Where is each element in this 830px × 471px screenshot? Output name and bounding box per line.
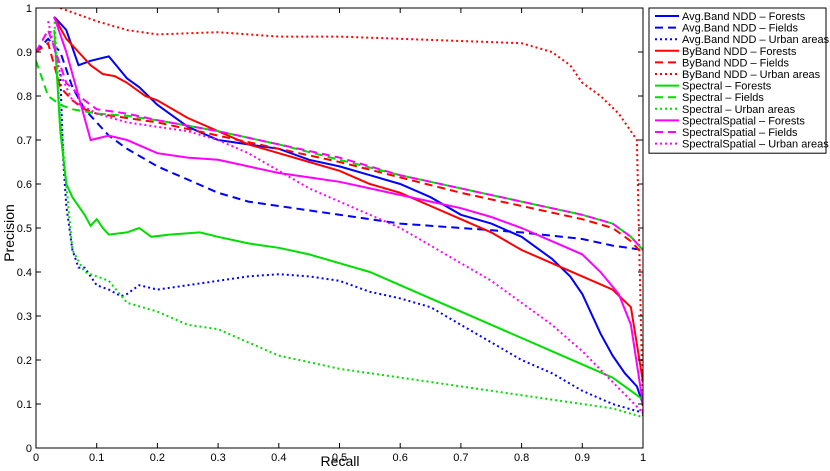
x-tick-label: 0.4 <box>271 452 286 464</box>
x-tick-label: 0.1 <box>89 452 104 464</box>
series-line-1 <box>53 16 643 405</box>
legend-box <box>648 7 827 154</box>
y-tick-label: 1 <box>26 3 32 15</box>
legend-label: ByBand NDD – Fields <box>682 57 789 69</box>
y-tick-label: 0.4 <box>17 267 32 279</box>
x-tick-label: 0.8 <box>514 452 529 464</box>
series-line-4 <box>53 16 643 383</box>
x-tick-label: 0.5 <box>332 452 347 464</box>
legend-label: SpectralSpatial – Fields <box>682 127 798 139</box>
legend-label: Spectral – Forests <box>682 81 772 93</box>
legend-label: Avg.Band NDD – Fields <box>682 23 798 35</box>
legend-label: ByBand NDD – Urban areas <box>682 69 821 81</box>
x-tick-label: 0.3 <box>210 452 225 464</box>
series-line-12 <box>47 20 643 414</box>
series-line-7 <box>53 29 643 401</box>
axes: 0 0.1 0.2 0.3 0.4 0.5 0.6 0.7 0.8 0.9 1 0 0.1 0.2 0.3 0… <box>17 3 646 464</box>
x-tick-label: 0.2 <box>150 452 165 464</box>
y-tick-label: 0.1 <box>17 399 32 411</box>
x-tick-label: 0 <box>33 452 39 464</box>
series-line-3 <box>59 73 643 414</box>
x-tick-label: 1 <box>640 452 646 464</box>
series-line-10 <box>53 16 643 405</box>
y-tick-label: 0.5 <box>17 223 32 235</box>
y-axis-title: Precision <box>1 204 17 262</box>
series-line-5 <box>36 41 643 256</box>
series-line-8 <box>36 60 643 251</box>
legend-label: SpectralSpatial – Forests <box>682 115 805 127</box>
y-tick-label: 0.6 <box>17 179 32 191</box>
y-tick-label: 0 <box>26 443 32 455</box>
legend-label: Spectral – Fields <box>682 92 764 104</box>
x-tick-label: 0.7 <box>453 452 468 464</box>
series-line-9 <box>53 16 643 419</box>
series-line-11 <box>36 27 643 251</box>
legend-label: Avg.Band NDD – Forests <box>682 11 806 23</box>
plot-area <box>36 8 643 419</box>
legend-label: SpectralSpatial – Urban areas <box>682 139 829 151</box>
y-tick-label: 0.3 <box>17 311 32 323</box>
plot-frame <box>35 7 644 449</box>
x-tick-label: 0.6 <box>393 452 408 464</box>
y-tick-label: 0.8 <box>17 91 32 103</box>
legend-label: ByBand NDD – Forests <box>682 46 797 58</box>
y-tick-label: 0.2 <box>17 355 32 367</box>
y-tick-label: 0.7 <box>17 135 32 147</box>
legend-label: Avg.Band NDD – Urban areas <box>682 34 830 46</box>
series-line-6 <box>59 8 643 418</box>
x-axis-title: Recall <box>321 453 360 469</box>
y-tick-label: 0.9 <box>17 47 32 59</box>
legend-label: Spectral – Urban areas <box>682 104 796 116</box>
x-tick-label: 0.9 <box>575 452 590 464</box>
series-line-2 <box>36 37 643 251</box>
